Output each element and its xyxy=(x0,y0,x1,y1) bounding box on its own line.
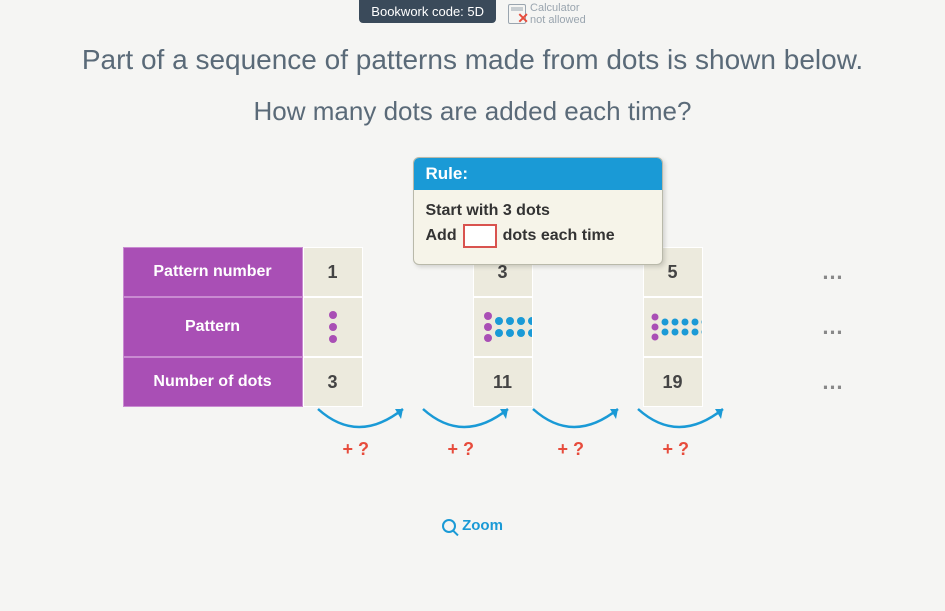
bookwork-badge: Bookwork code: 5D xyxy=(359,0,496,23)
pattern-table: Pattern number 1 3 5 … Pattern xyxy=(123,247,823,407)
calc-line1: Calculator xyxy=(530,2,586,14)
calculator-icon: ✕ xyxy=(508,4,526,24)
row-header-pattern-number: Pattern number xyxy=(123,247,303,297)
magnifier-icon xyxy=(442,519,456,533)
dots-p3 xyxy=(482,310,532,344)
arc-2 xyxy=(418,407,518,442)
arc-4 xyxy=(633,407,733,442)
gap xyxy=(533,357,643,407)
answer-input-box[interactable] xyxy=(463,224,497,248)
rule-add-prefix: Add xyxy=(426,227,457,245)
rule-header: Rule: xyxy=(414,158,662,190)
gap xyxy=(533,297,643,357)
gap xyxy=(363,297,473,357)
pattern-5-dots xyxy=(643,297,703,357)
dots-p5 xyxy=(650,310,702,344)
gap xyxy=(703,297,813,357)
dots-count-5: 19 xyxy=(643,357,703,407)
pattern-3-dots xyxy=(473,297,533,357)
zoom-button[interactable]: Zoom xyxy=(123,517,823,534)
dots-count-1: 3 xyxy=(303,357,363,407)
row-header-number-of-dots: Number of dots xyxy=(123,357,303,407)
sequence-diagram: Rule: Start with 3 dots Add dots each ti… xyxy=(123,167,823,534)
difference-arrows: + ? + ? + ? + ? xyxy=(303,407,823,467)
gap xyxy=(703,357,813,407)
plus-unknown-3: + ? xyxy=(558,439,585,460)
zoom-label: Zoom xyxy=(462,517,503,534)
pattern-1-dots xyxy=(303,297,363,357)
ellipsis: … xyxy=(813,297,853,357)
question-text: Part of a sequence of patterns made from… xyxy=(0,44,945,127)
plus-unknown-1: + ? xyxy=(343,439,370,460)
gap xyxy=(703,247,813,297)
rule-add-suffix: dots each time xyxy=(503,227,615,245)
top-bar: Bookwork code: 5D ✕ Calculator not allow… xyxy=(0,0,945,26)
arc-1 xyxy=(313,407,413,442)
arc-3 xyxy=(528,407,628,442)
dots-p1 xyxy=(323,307,343,347)
question-line1: Part of a sequence of patterns made from… xyxy=(0,44,945,76)
cross-icon: ✕ xyxy=(517,10,529,27)
dots-count-3: 11 xyxy=(473,357,533,407)
ellipsis: … xyxy=(813,357,853,407)
plus-unknown-4: + ? xyxy=(663,439,690,460)
plus-unknown-2: + ? xyxy=(448,439,475,460)
pattern-number-1: 1 xyxy=(303,247,363,297)
rule-add-line: Add dots each time xyxy=(426,224,650,248)
rule-start-line: Start with 3 dots xyxy=(426,202,650,220)
calc-line2: not allowed xyxy=(530,14,586,26)
calculator-not-allowed-badge: ✕ Calculator not allowed xyxy=(508,0,586,26)
rule-body: Start with 3 dots Add dots each time xyxy=(414,190,662,264)
ellipsis: … xyxy=(813,247,853,297)
row-header-pattern: Pattern xyxy=(123,297,303,357)
question-line2: How many dots are added each time? xyxy=(0,96,945,127)
rule-card: Rule: Start with 3 dots Add dots each ti… xyxy=(413,157,663,265)
gap xyxy=(363,357,473,407)
